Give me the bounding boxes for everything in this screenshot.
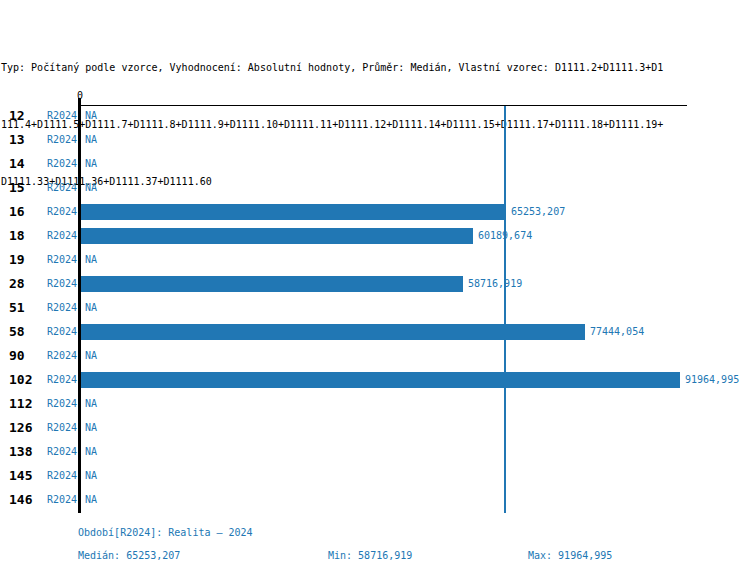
chart-row: 90R2024NA (0, 344, 750, 368)
na-label: NA (85, 248, 97, 272)
na-label: NA (85, 104, 97, 128)
series-period-label: R2024 (30, 200, 77, 224)
chart-row: 145R2024NA (0, 464, 750, 488)
chart-row: 14R2024NA (0, 152, 750, 176)
value-label: 58716,919 (468, 272, 522, 296)
value-bar (81, 372, 680, 388)
na-label: NA (85, 152, 97, 176)
value-bar (81, 324, 585, 340)
footer-median-stat: Medián: 65253,207 (78, 550, 180, 561)
series-period-label: R2024 (30, 368, 77, 392)
na-label: NA (85, 464, 97, 488)
median-reference-line (504, 106, 506, 513)
chart-row: 16R202465253,207 (0, 200, 750, 224)
y-axis-line (78, 98, 81, 513)
chart-row: 18R202460189,674 (0, 224, 750, 248)
series-period-label: R2024 (30, 272, 77, 296)
footer-period-label: Období[R2024]: Realita – 2024 (78, 527, 253, 538)
axis-zero-tick-label: 0 (72, 90, 88, 101)
series-period-label: R2024 (30, 152, 77, 176)
na-label: NA (85, 296, 97, 320)
chart-row: 146R2024NA (0, 488, 750, 512)
na-label: NA (85, 176, 97, 200)
series-period-label: R2024 (30, 128, 77, 152)
chart-row: 58R202477444,054 (0, 320, 750, 344)
value-bar (81, 204, 506, 220)
na-label: NA (85, 488, 97, 512)
series-period-label: R2024 (30, 296, 77, 320)
series-period-label: R2024 (30, 488, 77, 512)
value-label: 60189,674 (478, 224, 532, 248)
series-period-label: R2024 (30, 104, 77, 128)
series-period-label: R2024 (30, 320, 77, 344)
value-label: 77444,054 (590, 320, 644, 344)
chart-row: 126R2024NA (0, 416, 750, 440)
na-label: NA (85, 344, 97, 368)
value-bar (81, 228, 473, 244)
chart-row: 138R2024NA (0, 440, 750, 464)
series-period-label: R2024 (30, 416, 77, 440)
series-period-label: R2024 (30, 392, 77, 416)
value-label: 65253,207 (511, 200, 565, 224)
chart-row: 15R2024NA (0, 176, 750, 200)
chart-row: 12R2024NA (0, 104, 750, 128)
na-label: NA (85, 440, 97, 464)
na-label: NA (85, 128, 97, 152)
chart-row: 112R2024NA (0, 392, 750, 416)
header-line-1: Typ: Počítaný podle vzorce, Vyhodnocení:… (1, 58, 663, 77)
series-period-label: R2024 (30, 344, 77, 368)
chart-row: 51R2024NA (0, 296, 750, 320)
x-axis-top-line (80, 105, 687, 106)
chart-row: 13R2024NA (0, 128, 750, 152)
series-period-label: R2024 (30, 224, 77, 248)
chart-row: 102R202491964,995 (0, 368, 750, 392)
chart-row: 28R202458716,919 (0, 272, 750, 296)
value-bar (81, 276, 463, 292)
na-label: NA (85, 392, 97, 416)
value-label: 91964,995 (685, 368, 739, 392)
series-period-label: R2024 (30, 248, 77, 272)
series-period-label: R2024 (30, 440, 77, 464)
series-period-label: R2024 (30, 464, 77, 488)
na-label: NA (85, 416, 97, 440)
footer-max-stat: Max: 91964,995 (528, 550, 612, 561)
chart-row: 19R2024NA (0, 248, 750, 272)
footer-min-stat: Min: 58716,919 (328, 550, 412, 561)
series-period-label: R2024 (30, 176, 77, 200)
